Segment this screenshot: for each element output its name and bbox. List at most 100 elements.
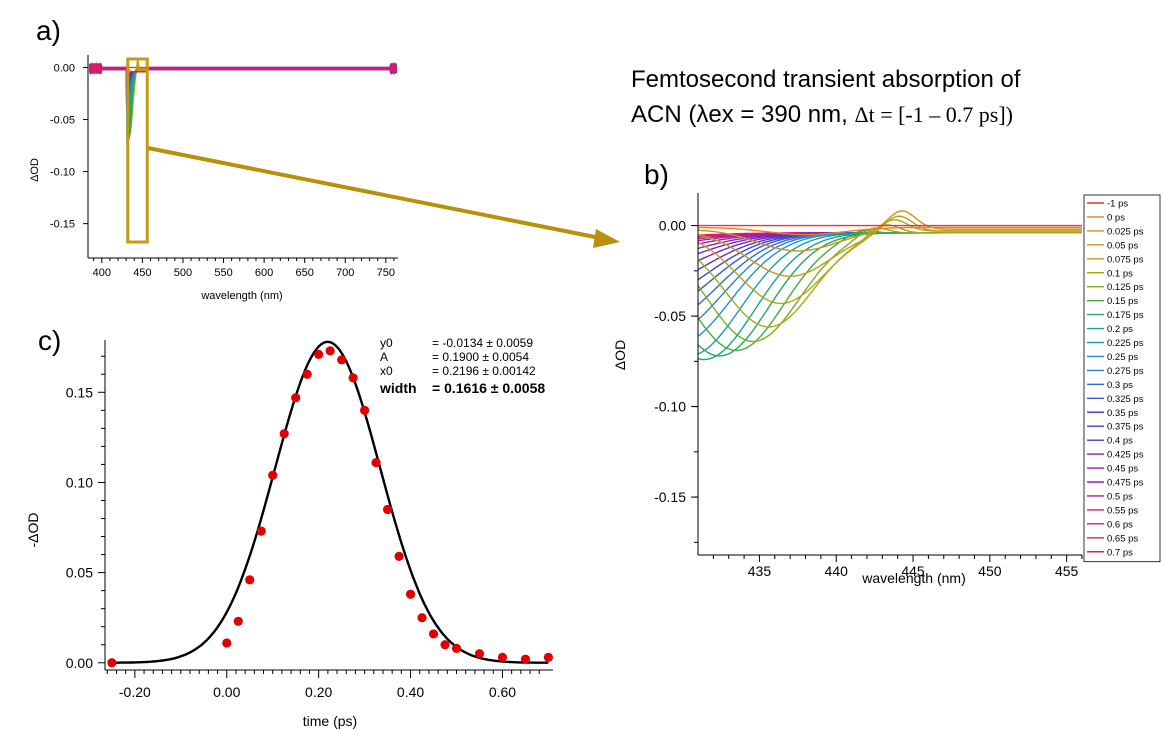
fit-param-value: = 0.1900 ± 0.0054 xyxy=(432,350,529,364)
panel-b-series-line xyxy=(698,226,1082,236)
panel-a-xtick-label: 550 xyxy=(214,267,232,279)
panel-c-ytick-label: 0.05 xyxy=(66,565,93,581)
panel-c-data-point xyxy=(417,613,427,623)
panel-b-legend-entry: 0.3 ps xyxy=(1107,380,1133,391)
panel-c-data-point xyxy=(394,551,404,561)
panel-b-legend-entry: 0.325 ps xyxy=(1107,394,1144,405)
fit-param-value: = 0.2196 ± 0.00142 xyxy=(432,364,536,378)
panel-c-points xyxy=(107,346,554,668)
panel-b-series-line xyxy=(698,210,1082,252)
panel-c-data-point xyxy=(348,373,358,383)
panel-b-legend-entry: 0.475 ps xyxy=(1107,478,1144,489)
panel-c-xtick-label: 0.60 xyxy=(489,684,516,700)
panel-a-xtick-label: 650 xyxy=(295,267,313,279)
panel-b-legend-entry: 0.025 ps xyxy=(1107,226,1144,237)
panel-b-legend-entry: 0.375 ps xyxy=(1107,422,1144,433)
panel-c-axes: -0.20 0.00 0.20 0.40 0.60 0.00 0.05 0.10 0.15 xyxy=(66,340,553,700)
panel-a-trace xyxy=(89,61,397,74)
panel-b-xlabel: wavelength (nm) xyxy=(861,570,966,586)
caption-line-1: Femtosecond transient absorption of xyxy=(631,66,1021,93)
panel-a: a) 400 450 500 550 600 650 700 750 0.00 -0.05 -0.1… xyxy=(29,15,398,302)
panel-c-data-point xyxy=(371,458,381,468)
panel-b-legend-entry: 0.45 ps xyxy=(1107,464,1138,475)
panel-b-legend-entry: 0.1 ps xyxy=(1107,268,1133,279)
panel-c-ylabel: -ΔOD xyxy=(25,512,41,547)
panel-b: b) 435 440 445 450 455 0.00 -0.05 -0.10 -0.15 wa… xyxy=(612,159,1161,586)
fit-param-value: = 0.1616 ± 0.0058 xyxy=(432,380,545,396)
panel-b-xtick-label: 450 xyxy=(978,563,1002,579)
panel-c-ytick-label: 0.10 xyxy=(66,474,93,490)
panel-b-series-line xyxy=(698,232,1082,357)
panel-a-xtick-label: 750 xyxy=(377,267,395,279)
panel-c-data-point xyxy=(302,369,312,379)
panel-b-label: b) xyxy=(644,159,669,190)
panel-c-label: c) xyxy=(38,325,61,356)
panel-a-ytick-label: -0.15 xyxy=(50,219,75,231)
panel-b-legend-entry: 0.075 ps xyxy=(1107,254,1144,265)
panel-b-xtick-label: 435 xyxy=(748,563,772,579)
panel-b-legend-entry: 0.7 ps xyxy=(1107,547,1133,558)
panel-a-ytick-label: -0.10 xyxy=(50,167,75,179)
fit-param-name: y0 xyxy=(380,336,393,350)
panel-b-series-line xyxy=(698,215,1082,278)
panel-c-data-point xyxy=(256,526,266,536)
fit-param-value: = -0.0134 ± 0.0059 xyxy=(432,336,533,350)
panel-c-data-point xyxy=(233,616,243,626)
panel-c-data-point xyxy=(314,349,324,360)
panel-c-data-point xyxy=(382,504,393,515)
panel-c-data-point xyxy=(337,355,347,365)
panel-b-ytick-label: 0.00 xyxy=(659,218,686,234)
panel-a-ytick-label: 0.00 xyxy=(54,62,75,74)
panel-c-data-point xyxy=(222,638,232,648)
panel-b-legend: -1 ps 0 ps 0.025 ps 0.05 ps 0.075 ps 0.1 ps 0.… xyxy=(1083,194,1161,563)
panel-b-legend-entry: 0.25 ps xyxy=(1107,352,1138,363)
panel-b-ytick-label: -0.10 xyxy=(654,399,686,415)
panel-a-trace xyxy=(89,63,397,135)
panel-c-data-point xyxy=(474,649,485,659)
panel-a-axes: 400 450 500 550 600 650 700 750 0.00 -0.05 -0.10 -0… xyxy=(50,55,398,279)
panel-c-data-point xyxy=(279,429,289,439)
zoom-arrow xyxy=(147,146,620,248)
panel-c-data-point xyxy=(107,658,117,668)
panel-c-data-point xyxy=(451,643,462,653)
panel-c-data-point xyxy=(543,652,554,662)
caption-line-2: ACN (λex = 390 nm, Δt = [-1 – 0.7 ps]) xyxy=(631,101,1013,128)
panel-a-xtick-label: 700 xyxy=(336,267,354,279)
panel-b-legend-entry: 0.175 ps xyxy=(1107,310,1144,321)
panel-b-series-line xyxy=(698,232,1082,306)
panel-a-xtick-label: 400 xyxy=(93,267,111,279)
panel-b-legend-entry: 0.55 ps xyxy=(1107,505,1138,516)
panel-b-legend-entry: 0.275 ps xyxy=(1107,366,1144,377)
panel-b-legend-entry: 0 ps xyxy=(1107,212,1125,223)
panel-a-curves xyxy=(89,59,397,146)
panel-b-legend-entry: 0.5 ps xyxy=(1107,491,1133,502)
figure-caption: Femtosecond transient absorption of ACN … xyxy=(631,66,1021,128)
caption-line-2-b: λex = 390 nm, xyxy=(696,101,854,128)
panel-b-curves xyxy=(698,210,1082,361)
panel-c-data-point xyxy=(405,589,416,599)
panel-c-xtick-label: 0.00 xyxy=(213,684,240,700)
caption-line-2-c: Δt = [-1 – 0.7 ps]) xyxy=(854,102,1013,127)
panel-b-legend-entry: 0.15 ps xyxy=(1107,296,1138,307)
panel-b-legend-entry: 0.425 ps xyxy=(1107,450,1144,461)
panel-b-ytick-label: -0.05 xyxy=(654,308,686,324)
panel-b-legend-entry: 0.35 ps xyxy=(1107,408,1138,419)
panel-b-ylabel: ΔOD xyxy=(612,340,628,370)
panel-a-ytick-label: -0.05 xyxy=(50,115,75,127)
panel-b-xtick-label: 455 xyxy=(1055,563,1079,579)
panel-b-legend-box xyxy=(1083,194,1161,563)
panel-b-legend-entry: -1 ps xyxy=(1107,199,1128,210)
panel-a-highlight-box xyxy=(126,57,149,244)
panel-b-series-line xyxy=(698,232,1082,355)
panel-b-xtick-label: 445 xyxy=(901,563,925,579)
panel-c-fit-params: y0 = -0.0134 ± 0.0059 A = 0.1900 ± 0.0054 x0… xyxy=(379,336,545,396)
panel-a-ylabel: ΔOD xyxy=(29,158,41,182)
panel-c-data-point xyxy=(291,393,301,403)
panel-a-xtick-label: 450 xyxy=(133,267,151,279)
panel-c: c) -0.20 0.00 0.20 0.40 0.60 0.00 0.05 0.10 0.15… xyxy=(25,325,554,729)
fit-param-name: x0 xyxy=(380,364,393,378)
panel-c-data-point xyxy=(245,575,255,585)
panel-a-xtick-label: 600 xyxy=(255,267,273,279)
panel-b-legend-entry: 0.2 ps xyxy=(1107,324,1133,335)
